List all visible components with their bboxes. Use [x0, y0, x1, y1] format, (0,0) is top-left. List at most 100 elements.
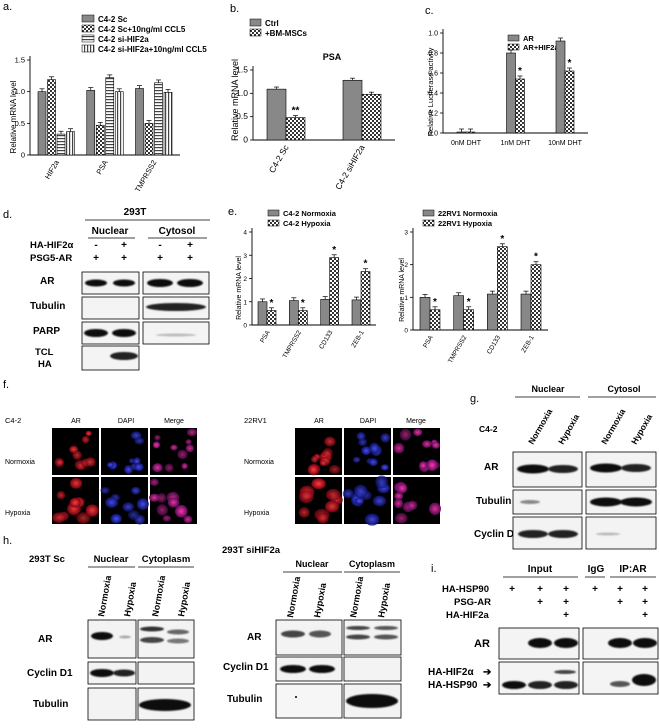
- nucleus: [413, 428, 423, 437]
- g-blot-label: AR: [484, 462, 499, 473]
- arrow-icon: ➔: [483, 680, 492, 691]
- i-cond-signs: + + + + + + + + + + + +: [509, 584, 648, 621]
- panel-b-label: b.: [230, 3, 239, 15]
- panel-c: c. AR AR+HIF2a Relative Luciferase activ…: [425, 5, 588, 147]
- h-header: Cytoplasm: [142, 554, 191, 565]
- nucleus: [134, 462, 144, 472]
- blot-frame: [81, 321, 140, 345]
- blot-ar: [81, 271, 210, 295]
- nucleus: [431, 441, 441, 449]
- nucleus: [69, 477, 83, 489]
- f-left-cell: C4-2: [5, 416, 21, 425]
- band: [633, 638, 657, 648]
- bar: [456, 131, 467, 134]
- band: [608, 638, 632, 648]
- legend-label: Ctrl: [265, 19, 279, 28]
- legend-label: C4-2 Sc: [98, 15, 128, 24]
- x-tick-label: 0nM DHT: [451, 140, 482, 147]
- blot-frame: [275, 619, 343, 656]
- bar: [555, 40, 566, 134]
- x-tick-label: PSA: [422, 334, 435, 349]
- legend-swatch-check: [507, 43, 520, 51]
- band: [84, 329, 108, 337]
- band: [596, 532, 620, 536]
- cond-signs: - + - + + + + +: [93, 240, 193, 264]
- i-blot-label: HA-HIF2α: [428, 667, 474, 678]
- band: [113, 669, 135, 677]
- nucleus: [105, 497, 119, 508]
- blot-frame: [142, 321, 210, 345]
- y-tick-label: 0.8: [428, 51, 438, 58]
- sign: +: [121, 253, 127, 264]
- nucleus: [393, 442, 405, 454]
- y-tick-label: 2: [404, 262, 408, 269]
- bar: [530, 264, 542, 331]
- bar: [56, 133, 66, 156]
- sign: +: [537, 597, 543, 608]
- bar: [487, 293, 498, 331]
- sign: -: [94, 240, 97, 251]
- band: [520, 500, 540, 504]
- nucleus: [311, 478, 326, 490]
- nucleus: [380, 464, 389, 471]
- sign: +: [642, 610, 648, 621]
- bar: [47, 79, 56, 156]
- nucleus: [322, 447, 333, 458]
- nucleus: [85, 457, 96, 467]
- band: [309, 630, 331, 638]
- nucleus: [185, 444, 195, 453]
- x-tick-label: 10nM DHT: [548, 140, 583, 147]
- h-lane: Hypoxia: [376, 581, 392, 618]
- sign: +: [563, 610, 569, 621]
- g-lane: Normoxia: [599, 407, 627, 446]
- i-header-input: Input: [528, 564, 553, 575]
- legend-label: AR+HIF2a: [523, 43, 559, 52]
- bar: [506, 52, 516, 134]
- blot-frame: [343, 656, 402, 682]
- nucleus: [152, 463, 163, 473]
- bar: [453, 295, 464, 331]
- nucleus: [352, 456, 361, 463]
- nucleus: [122, 502, 135, 512]
- band: [590, 497, 622, 507]
- panel-a-ylabel: Relative mRNA level: [9, 80, 18, 153]
- bar: [320, 299, 330, 326]
- y-tick-label: 3: [404, 230, 408, 237]
- panel-a-label: a.: [3, 1, 12, 13]
- sign: +: [121, 240, 127, 251]
- band: [281, 630, 305, 638]
- blot-label-tcl: TCL: [35, 347, 54, 358]
- legend-label: C4-2 Hypoxia: [283, 219, 331, 228]
- h-blot-label: AR: [38, 634, 53, 645]
- chart-e-left: 0 1 2 3 4 * PSA * TMPRSS2 * CD133 * ZEB-1: [243, 228, 376, 360]
- x-tick-label: TMPRSS2: [282, 329, 304, 359]
- nucleus: [148, 493, 160, 502]
- panel-b-legend: Ctrl +BM-MSCs: [249, 18, 308, 38]
- y-tick-label: 0: [243, 135, 248, 145]
- nucleus: [85, 430, 92, 437]
- nucleus: [311, 455, 319, 463]
- arrow-icon: ➔: [483, 667, 492, 678]
- nucleus: [419, 461, 428, 470]
- micrograph-grid-right: [295, 428, 442, 526]
- panel-h: h. 293T Sc Nuclear Cytoplasm Normoxia Hy…: [3, 535, 402, 721]
- band: [110, 352, 138, 360]
- legend-swatch-solid: [81, 14, 95, 23]
- y-tick-label: 0.5: [15, 119, 25, 128]
- nucleus: [149, 478, 159, 486]
- band: [528, 638, 552, 648]
- nucleus: [152, 441, 161, 449]
- bar: [361, 93, 382, 141]
- band: [156, 333, 196, 337]
- blot-parp: [81, 321, 210, 345]
- bar: [465, 131, 476, 134]
- nucleus: [356, 431, 366, 441]
- panel-e-right-ylabel: Relative mRNA level: [399, 258, 406, 322]
- legend-swatch-check: [267, 219, 280, 227]
- band: [346, 694, 398, 708]
- nucleus: [361, 446, 372, 456]
- blot-frame: [81, 296, 140, 320]
- bar: [95, 124, 105, 156]
- nucleus: [353, 484, 368, 499]
- sign: +: [642, 584, 648, 595]
